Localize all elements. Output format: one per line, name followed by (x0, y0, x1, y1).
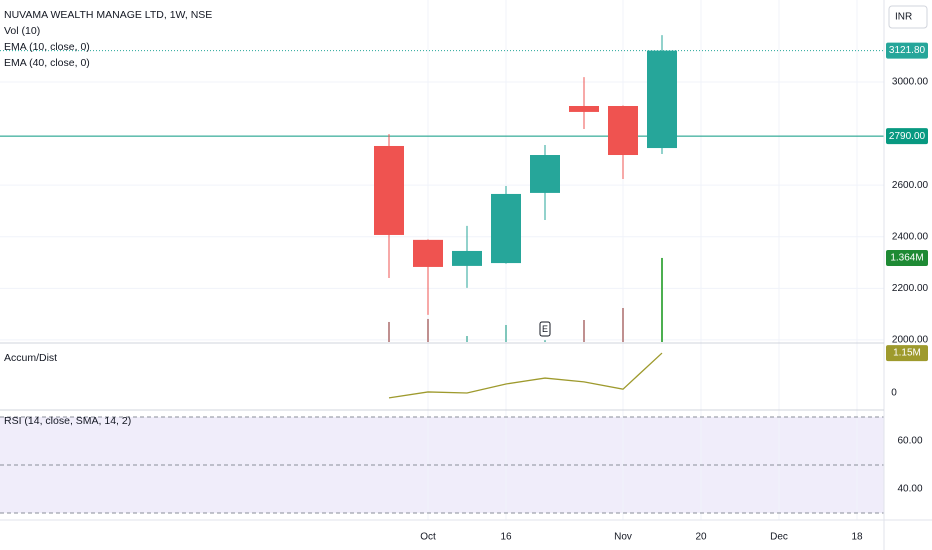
x-tick-label: 18 (851, 532, 863, 543)
last-price-label-box (886, 42, 928, 59)
candle-body (452, 250, 482, 266)
accum-dist-line (388, 352, 663, 399)
volume-bar (544, 340, 546, 342)
x-tick-label: 16 (500, 532, 512, 543)
volume-label-box (886, 249, 928, 266)
currency-button[interactable] (888, 5, 928, 29)
last-price-label: 3121.80 (889, 45, 926, 56)
candle-body (491, 193, 521, 264)
pane-title: Accum/Dist (4, 352, 57, 364)
indicator-label: EMA (40, close, 0) (4, 57, 90, 69)
indicator-label: EMA (10, close, 0) (4, 41, 90, 53)
candle-body (569, 106, 599, 112)
x-tick-label: Dec (770, 532, 788, 543)
y-tick-label: 2400.00 (892, 231, 929, 242)
candle-body (530, 155, 560, 193)
pane-title: RSI (14, close, SMA, 14, 2) (4, 415, 131, 427)
volume-bar (427, 318, 429, 342)
y-tick-label: 2200.00 (892, 283, 929, 294)
candle-body (374, 145, 404, 235)
volume-bar (661, 257, 663, 342)
y-tick-label: 0 (891, 388, 897, 399)
candle-body (608, 106, 638, 156)
price-line-label-box (886, 128, 928, 145)
grid (0, 0, 884, 520)
volume-bar (505, 324, 507, 342)
event-marker-label: E (542, 324, 548, 334)
x-tick-label: Oct (420, 532, 436, 543)
currency-label[interactable]: INR (895, 12, 912, 23)
volume-bar (622, 307, 624, 342)
y-tick-label: 3000.00 (892, 77, 929, 88)
indicator-label: Vol (10) (4, 25, 40, 37)
volume-bar (388, 321, 390, 342)
y-tick-label: 2000.00 (892, 335, 929, 346)
volume-bar (466, 336, 468, 342)
volume-label: 1.364M (890, 253, 923, 264)
chart-title: NUVAMA WEALTH MANAGE LTD, 1W, NSE (4, 9, 212, 21)
marks: E (0, 35, 884, 399)
x-tick-label: Nov (614, 532, 632, 543)
candle-body (413, 239, 443, 267)
y-tick-label: 60.00 (897, 436, 922, 447)
y-tick-label: 2600.00 (892, 180, 929, 191)
x-tick-label: 20 (695, 532, 707, 543)
accum-dist-label: 1.15M (893, 348, 921, 359)
accum-dist-label-box (886, 345, 928, 362)
event-marker (539, 321, 551, 337)
y-tick-label: 40.00 (897, 484, 922, 495)
candle-body (647, 50, 677, 149)
volume-bar (583, 320, 585, 342)
price-line-label: 2790.00 (889, 131, 926, 142)
